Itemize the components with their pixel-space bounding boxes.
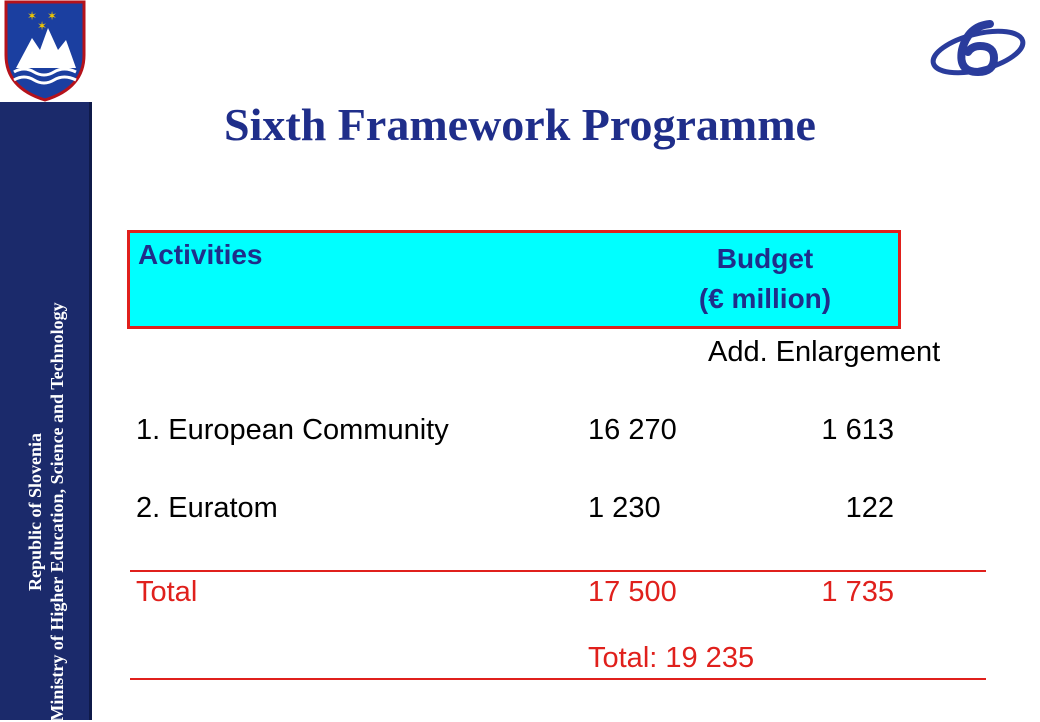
row-budget-euratom: 1 230 — [588, 492, 661, 524]
sidebar: Republic of Slovenia Ministry of Higher … — [0, 102, 92, 722]
total-divider — [130, 570, 986, 572]
slovenia-coat-of-arms-icon: ✶ ✶ ✶ — [4, 0, 86, 102]
header-budget-label: Budget — [716, 243, 814, 274]
total-budget: 17 500 — [588, 576, 677, 608]
header-activities: Activities — [138, 239, 263, 270]
header-budget: Budget (€ million) — [660, 239, 870, 319]
row-label-european-community: 1. European Community — [136, 414, 449, 446]
page-title: Sixth Framework Programme — [224, 99, 816, 150]
sidebar-line-ministry: Ministry of Higher Education, Science an… — [47, 302, 67, 722]
row-enlargement-european-community: 1 613 — [821, 414, 894, 446]
svg-text:✶: ✶ — [27, 9, 37, 23]
row-label-euratom: 2. Euratom — [136, 492, 278, 524]
header-budget-unit: (€ million) — [698, 283, 832, 314]
svg-text:✶: ✶ — [47, 9, 57, 23]
row-budget-european-community: 16 270 — [588, 414, 677, 446]
total-label: Total — [136, 576, 198, 608]
bottom-divider — [130, 678, 986, 680]
fp6-logo-icon — [930, 20, 1026, 77]
svg-text:✶: ✶ — [37, 19, 47, 33]
row-enlargement-euratom: 122 — [845, 492, 894, 524]
total-enlargement: 1 735 — [821, 576, 894, 608]
grand-total: Total: 19 235 — [588, 642, 755, 674]
sidebar-ministry-text: Republic of Slovenia Ministry of Higher … — [24, 302, 68, 721]
sidebar-line-republic: Republic of Slovenia — [25, 432, 45, 592]
subheader-add-enlargement: Add. Enlargement — [708, 336, 941, 368]
table-header: Activities Budget (€ million) — [127, 230, 901, 329]
